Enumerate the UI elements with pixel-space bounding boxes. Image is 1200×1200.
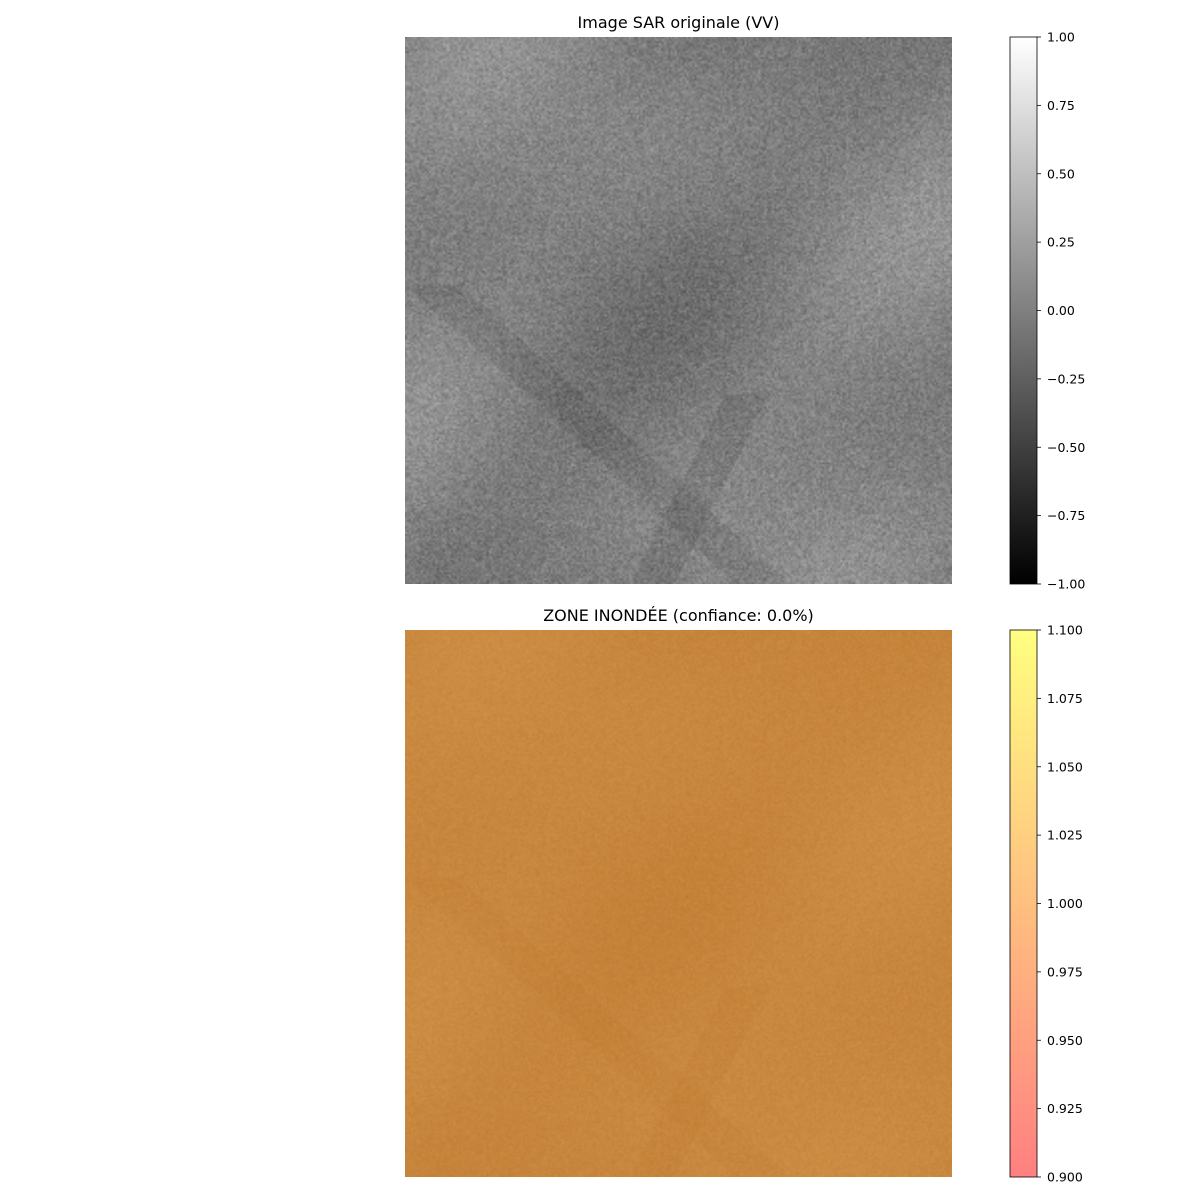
colorbar-tick-label: −1.00: [1047, 577, 1085, 592]
colorbar-tick-label: −0.25: [1047, 371, 1085, 386]
colorbar-tick-label: 1.000: [1047, 896, 1083, 911]
colorbar-tick-label: 1.100: [1047, 623, 1083, 638]
colorbar-tick-label: 0.925: [1047, 1101, 1083, 1116]
colorbar-gradient: [1009, 629, 1038, 1178]
colorbar-tick-label: 1.00: [1047, 30, 1075, 45]
flood-colorbar: 0.900 0.925 0.950 0.975 1.000 1.025 1.050 1.075…: [1009, 623, 1083, 1185]
colorbar-tick-label: 0.50: [1047, 166, 1075, 181]
colorbar-tick-label: −0.75: [1047, 508, 1085, 523]
colorbar-gradient: [1009, 36, 1038, 585]
sar-image-title: Image SAR originale (VV): [577, 13, 780, 32]
colorbar-tick-label: 0.75: [1047, 98, 1075, 113]
colorbar-tick-label: 0.900: [1047, 1170, 1083, 1185]
colorbar-tick-label: 0.00: [1047, 303, 1075, 318]
colorbar-tick-label: 1.075: [1047, 691, 1083, 706]
sar-colorbar: −1.00 −0.75 −0.50 −0.25 0.00 0.25 0.50 0.75 1.00: [1009, 30, 1085, 592]
colorbar-tick-label: 1.050: [1047, 759, 1083, 774]
colorbar-tick-label: 0.975: [1047, 964, 1083, 979]
colorbar-tick-label: 1.025: [1047, 828, 1083, 843]
colorbar-tick-label: −0.50: [1047, 440, 1085, 455]
colorbar-tick-label: 0.950: [1047, 1033, 1083, 1048]
sar-image-heatmap: [405, 37, 952, 584]
flood-zone-heatmap: [405, 630, 952, 1177]
colorbar-tick-label: 0.25: [1047, 235, 1075, 250]
flood-zone-title: ZONE INONDÉE (confiance: 0.0%): [543, 606, 814, 625]
